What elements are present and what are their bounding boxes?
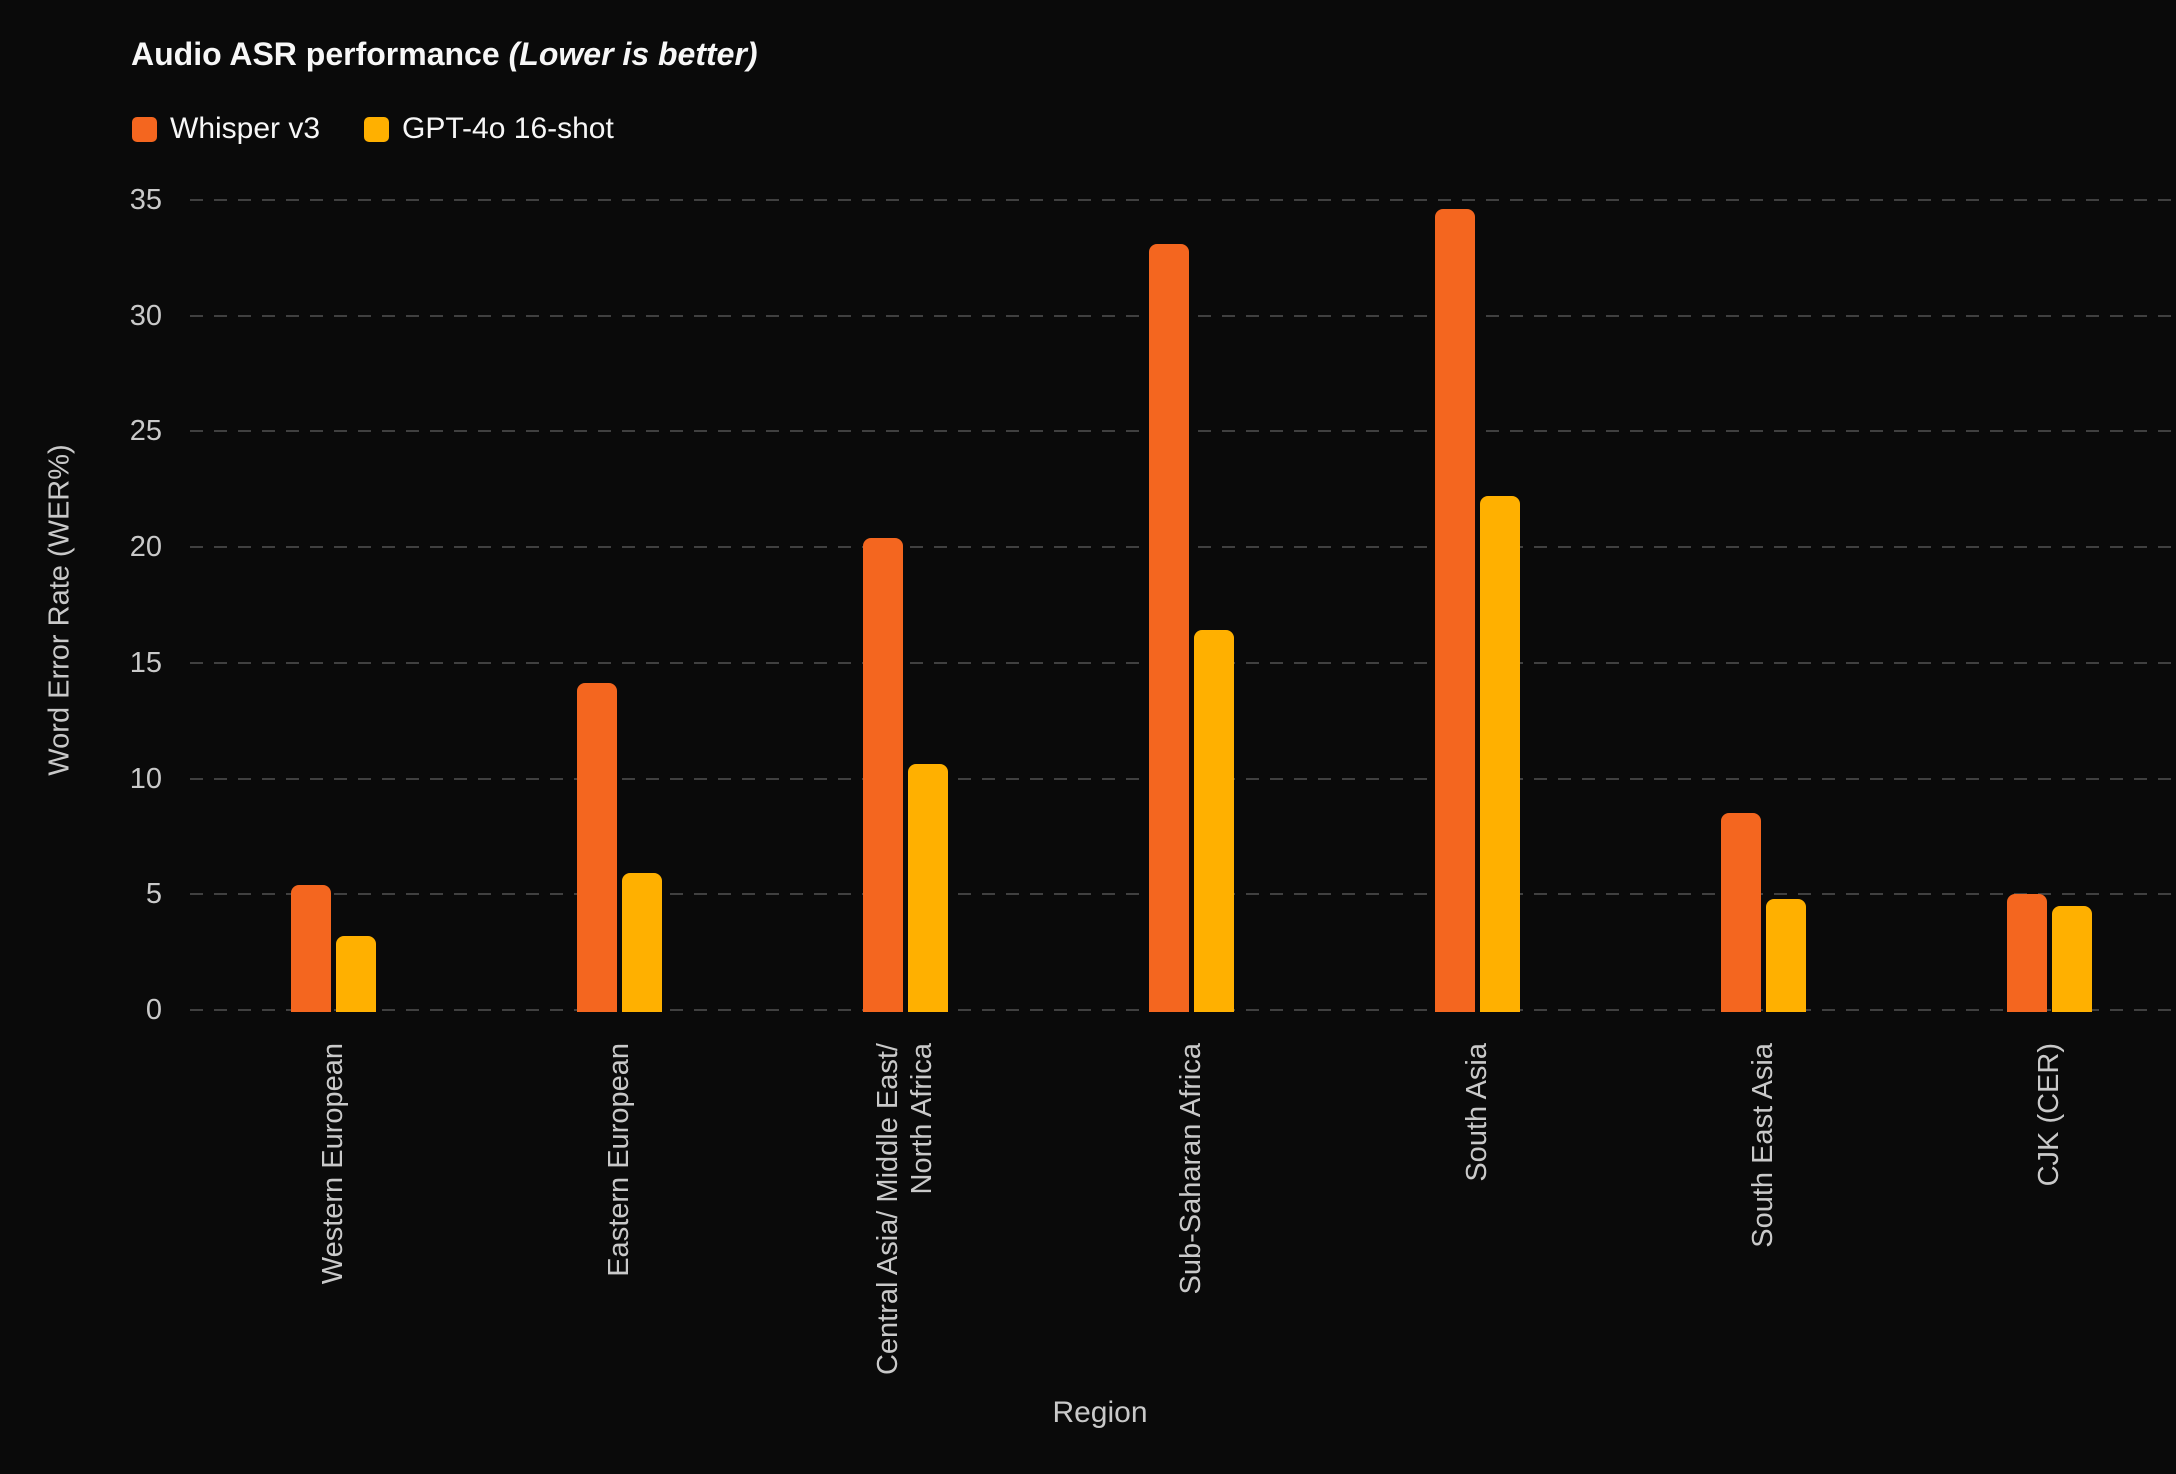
legend-item-gpt-4o-16-shot: GPT-4o 16-shot	[364, 112, 614, 146]
legend-swatch-whisper-v3	[132, 116, 157, 142]
y-tick-label-5: 5	[145, 878, 162, 911]
chart-title-note: (Lower is better)	[508, 36, 758, 72]
y-tick-label-15: 15	[129, 646, 162, 679]
legend-label-gpt-4o-16-shot: GPT-4o 16-shot	[402, 112, 614, 145]
bar-gpt-4o-16-shot-south-east-asia	[1765, 899, 1806, 1012]
bar-whisper-v3-sub-saharan-africa	[1148, 244, 1189, 1012]
x-tick-label-cjk-cer: CJK (CER)	[2033, 1043, 2065, 1187]
x-tick-label-central-asia-middle-east: Central Asia/ Middle East/North Africa	[872, 1043, 938, 1376]
bar-gpt-4o-16-shot-central-asia-middle-east	[907, 764, 948, 1012]
bar-whisper-v3-cjk-cer	[2006, 894, 2047, 1012]
bar-whisper-v3-western-european	[290, 885, 331, 1012]
legend-label-whisper-v3: Whisper v3	[170, 112, 321, 145]
x-tick-label-sub-saharan-africa: Sub-Saharan Africa	[1175, 1043, 1207, 1295]
y-axis-title: Word Error Rate (WER%)	[43, 444, 76, 776]
bar-whisper-v3-south-east-asia	[1720, 813, 1761, 1012]
y-tick-label-20: 20	[129, 531, 162, 564]
y-tick-label-35: 35	[129, 184, 162, 216]
x-tick-label-south-asia: South Asia	[1461, 1043, 1493, 1182]
y-tick-label-10: 10	[129, 762, 162, 795]
bar-gpt-4o-16-shot-sub-saharan-africa	[1193, 630, 1234, 1012]
x-tick-label-western-european: Western European	[317, 1043, 349, 1285]
bar-gpt-4o-16-shot-south-asia	[1479, 496, 1520, 1012]
legend-swatch-gpt-4o-16-shot	[364, 116, 390, 142]
chart-title: Audio ASR performance (Lower is better)	[131, 36, 758, 73]
legend-item-whisper-v3: Whisper v3	[132, 112, 320, 146]
gridline-35	[190, 199, 2176, 201]
x-axis-title: Region	[1052, 1396, 1148, 1429]
chart-title-main: Audio ASR performance	[131, 36, 500, 72]
legend: Whisper v3 GPT-4o 16-shot	[132, 112, 614, 146]
y-tick-label-0: 0	[145, 994, 162, 1026]
x-tick-label-south-east-asia: South East Asia	[1747, 1043, 1779, 1248]
bar-gpt-4o-16-shot-eastern-european	[621, 873, 662, 1012]
bar-whisper-v3-eastern-european	[576, 683, 617, 1012]
bar-gpt-4o-16-shot-cjk-cer	[2051, 906, 2092, 1012]
y-tick-label-30: 30	[129, 299, 162, 332]
bar-whisper-v3-south-asia	[1434, 209, 1475, 1012]
bar-gpt-4o-16-shot-western-european	[335, 936, 376, 1012]
x-tick-label-eastern-european: Eastern European	[603, 1043, 635, 1277]
bar-whisper-v3-central-asia-middle-east	[862, 538, 903, 1012]
y-tick-label-25: 25	[129, 415, 162, 448]
